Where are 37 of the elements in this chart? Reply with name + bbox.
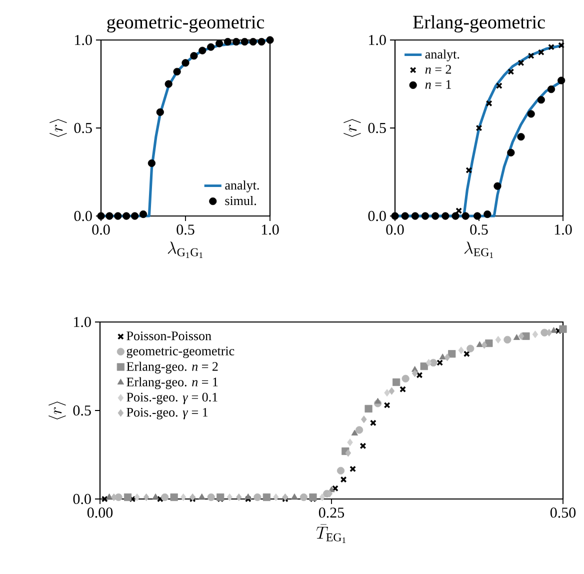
legend-label: Erlang-geo. n = 1 [126,377,218,390]
y-tick-label: 0.0 [368,210,386,222]
x-axis-title: $\lambda_{\mathrm{G_1G_1}}$ [168,242,203,258]
y-axis-title: $\langle r \rangle$ [344,119,361,137]
y-axis-title: $\langle r \rangle$ [50,119,67,137]
x-tick-label: 0.5 [176,224,194,235]
x-tick-label: 0.0 [386,224,404,235]
legend-label: geometric-geometric [126,346,234,358]
x-axis-title: $\bar{T}_{\mathrm{EG_1}}$ [316,524,346,544]
x-axis-title: $\lambda_{\mathrm{EG_1}}$ [464,242,493,258]
x-tick-label: 1.0 [262,224,279,235]
legend-label: Erlang-geo. n = 2 [126,362,218,374]
legend-label: analyt. [225,180,259,192]
y-tick-label: 0.5 [73,405,91,416]
legend-label: n = 2 [425,64,452,74]
y-tick-label: 0.0 [74,210,92,222]
chart-title: Erlang-geometric [413,15,545,32]
legend-label: simul. [225,196,256,206]
y-tick-label: 0.0 [73,494,91,504]
y-tick-label: 1.0 [74,316,91,328]
x-tick-label: 0.50 [550,508,576,518]
legend-label: Poisson-Poisson [126,332,212,340]
legend-label: Pois.-geo. γ = 1 [126,408,208,420]
y-tick-label: 1.0 [369,34,386,46]
y-axis-title: $\langle r \rangle$ [48,402,66,420]
x-tick-label: 0.25 [318,508,344,518]
legend-label: analyt. [425,49,460,62]
x-tick-label: 0.0 [92,224,110,235]
legend-label: n = 1 [425,80,451,89]
chart-title: geometric-geometric [107,16,264,32]
x-tick-label: 0.00 [87,508,113,518]
y-tick-label: 0.5 [74,122,92,134]
y-tick-label: 1.0 [75,34,92,46]
y-tick-label: 0.5 [368,122,386,134]
x-tick-label: 0.5 [470,224,488,235]
legend-label: Pois.-geo. γ = 0.1 [126,392,218,404]
x-tick-label: 1.0 [554,224,572,235]
